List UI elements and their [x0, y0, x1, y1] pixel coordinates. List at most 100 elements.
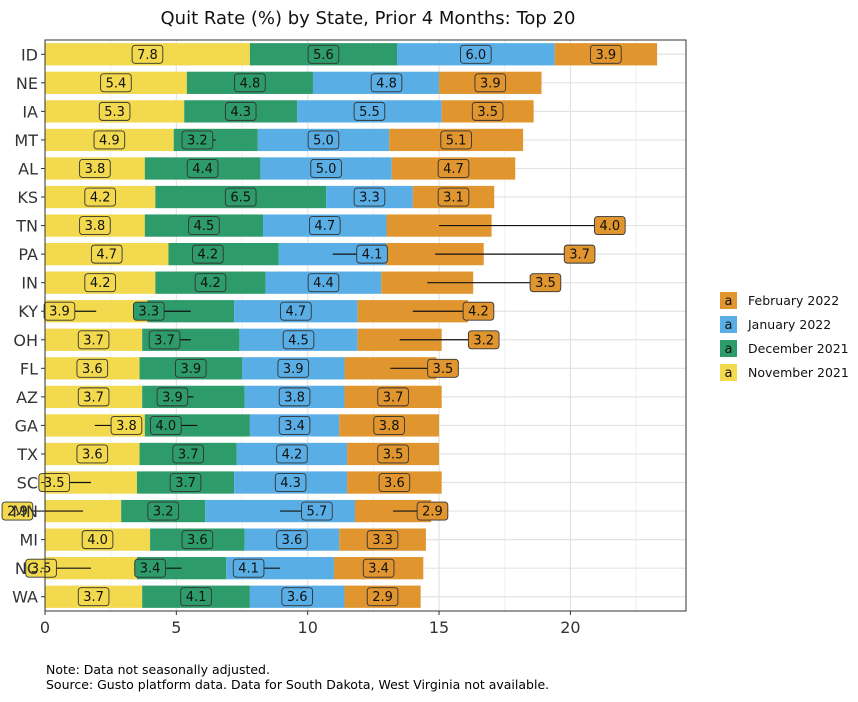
data-label-box: [76, 444, 109, 464]
data-label-box: [353, 101, 386, 121]
data-label-box: [194, 273, 227, 293]
data-label-box: [234, 73, 266, 93]
data-label-box: [276, 444, 308, 464]
data-label: 3.2: [473, 333, 494, 348]
data-label-box: [150, 415, 182, 435]
data-label-box: [362, 558, 395, 578]
legend-key-glyph: a: [725, 342, 733, 357]
data-label: 3.9: [162, 390, 183, 405]
data-label: 4.8: [376, 76, 397, 91]
data-label: 3.5: [477, 105, 498, 120]
y-tick-label: GA: [15, 416, 38, 435]
x-tick-label: 5: [171, 618, 181, 637]
data-label: 3.4: [140, 562, 161, 577]
data-label: 5.3: [104, 105, 125, 120]
data-label: 3.7: [83, 590, 104, 605]
y-tick-label: PA: [18, 245, 38, 264]
data-label: 3.3: [372, 533, 393, 548]
chart-title: Quit Rate (%) by State, Prior 4 Months: …: [161, 8, 576, 29]
data-label: 3.2: [153, 505, 174, 520]
data-label: 2.9: [422, 505, 443, 520]
data-label-box: [175, 358, 207, 378]
data-label: 3.2: [187, 133, 208, 148]
data-label-box: [169, 473, 202, 492]
data-label-box: [224, 187, 257, 207]
data-label-box: [276, 530, 308, 550]
data-label-box: [282, 330, 315, 350]
data-label-box: [529, 273, 562, 293]
data-label-box: [594, 216, 626, 236]
data-label: 3.4: [284, 419, 305, 434]
data-label-box: [100, 73, 132, 93]
data-label-box: [77, 330, 110, 350]
data-label: 5.5: [359, 105, 380, 120]
data-label-box: [280, 301, 312, 321]
data-label-box: [416, 501, 449, 521]
data-label-box: [278, 415, 311, 435]
data-label-box: [79, 159, 111, 178]
data-label-box: [84, 187, 116, 207]
data-label: 3.8: [379, 419, 400, 434]
data-label: 5.6: [313, 48, 334, 63]
y-tick-label: NE: [16, 74, 38, 93]
data-label: 3.7: [83, 333, 104, 348]
data-label-box: [307, 273, 340, 293]
bar-segment: [147, 300, 235, 323]
data-label: 3.4: [368, 562, 389, 577]
y-tick-label: NC: [15, 559, 38, 578]
data-label: 3.3: [138, 305, 159, 320]
data-label: 6.5: [230, 191, 251, 206]
data-label-box: [366, 587, 399, 607]
data-label: 4.2: [468, 305, 489, 320]
data-label: 3.5: [433, 362, 454, 377]
data-label-box: [590, 44, 622, 64]
data-label: 3.6: [287, 590, 308, 605]
data-label-box: [148, 330, 181, 350]
data-label: 4.9: [99, 133, 120, 148]
data-label-box: [192, 244, 224, 264]
data-label-box: [277, 358, 310, 378]
data-label: 3.7: [154, 333, 175, 348]
data-label: 4.4: [313, 276, 334, 291]
x-tick-label: 10: [298, 618, 318, 637]
data-label: 3.8: [284, 390, 305, 405]
data-label: 3.6: [82, 362, 103, 377]
x-tick-label: 15: [429, 618, 449, 637]
data-label: 4.3: [280, 476, 301, 491]
data-label: 4.2: [90, 191, 111, 206]
data-label: 2.9: [7, 505, 28, 520]
data-label: 4.7: [443, 162, 464, 177]
y-tick-label: MN: [12, 502, 38, 521]
legend-swatch: [720, 316, 737, 333]
data-label-box: [110, 415, 143, 435]
data-label: 3.5: [31, 562, 52, 577]
data-label: 4.0: [599, 219, 620, 234]
x-tick-label: 20: [560, 618, 580, 637]
data-label: 2.9: [372, 590, 393, 605]
x-tick-label: 0: [40, 618, 50, 637]
data-label: 3.7: [383, 390, 404, 405]
legend-key-glyph: a: [725, 366, 733, 381]
data-label: 5.0: [313, 133, 334, 148]
data-label-box: [81, 530, 114, 550]
data-label-box: [307, 130, 340, 150]
legend-swatch: [720, 340, 737, 357]
y-tick-label: IA: [22, 102, 38, 121]
legend-key-glyph: a: [725, 294, 733, 309]
data-label-box: [437, 187, 470, 207]
y-tick-label: AL: [18, 159, 38, 178]
y-tick-label: TX: [16, 445, 38, 464]
data-label: 4.4: [192, 162, 213, 177]
data-label: 3.5: [44, 476, 65, 491]
data-label-box: [76, 358, 109, 378]
data-label: 3.7: [178, 447, 199, 462]
data-label-box: [93, 130, 126, 150]
data-label-box: [181, 530, 214, 550]
data-label-box: [370, 73, 403, 93]
data-label: 4.8: [240, 76, 261, 91]
data-label: 3.8: [116, 419, 137, 434]
data-label: 5.7: [307, 505, 328, 520]
footnotes: Note: Data not seasonally adjusted. Sour…: [46, 662, 549, 692]
data-label-box: [281, 587, 313, 607]
data-label-box: [134, 558, 166, 578]
